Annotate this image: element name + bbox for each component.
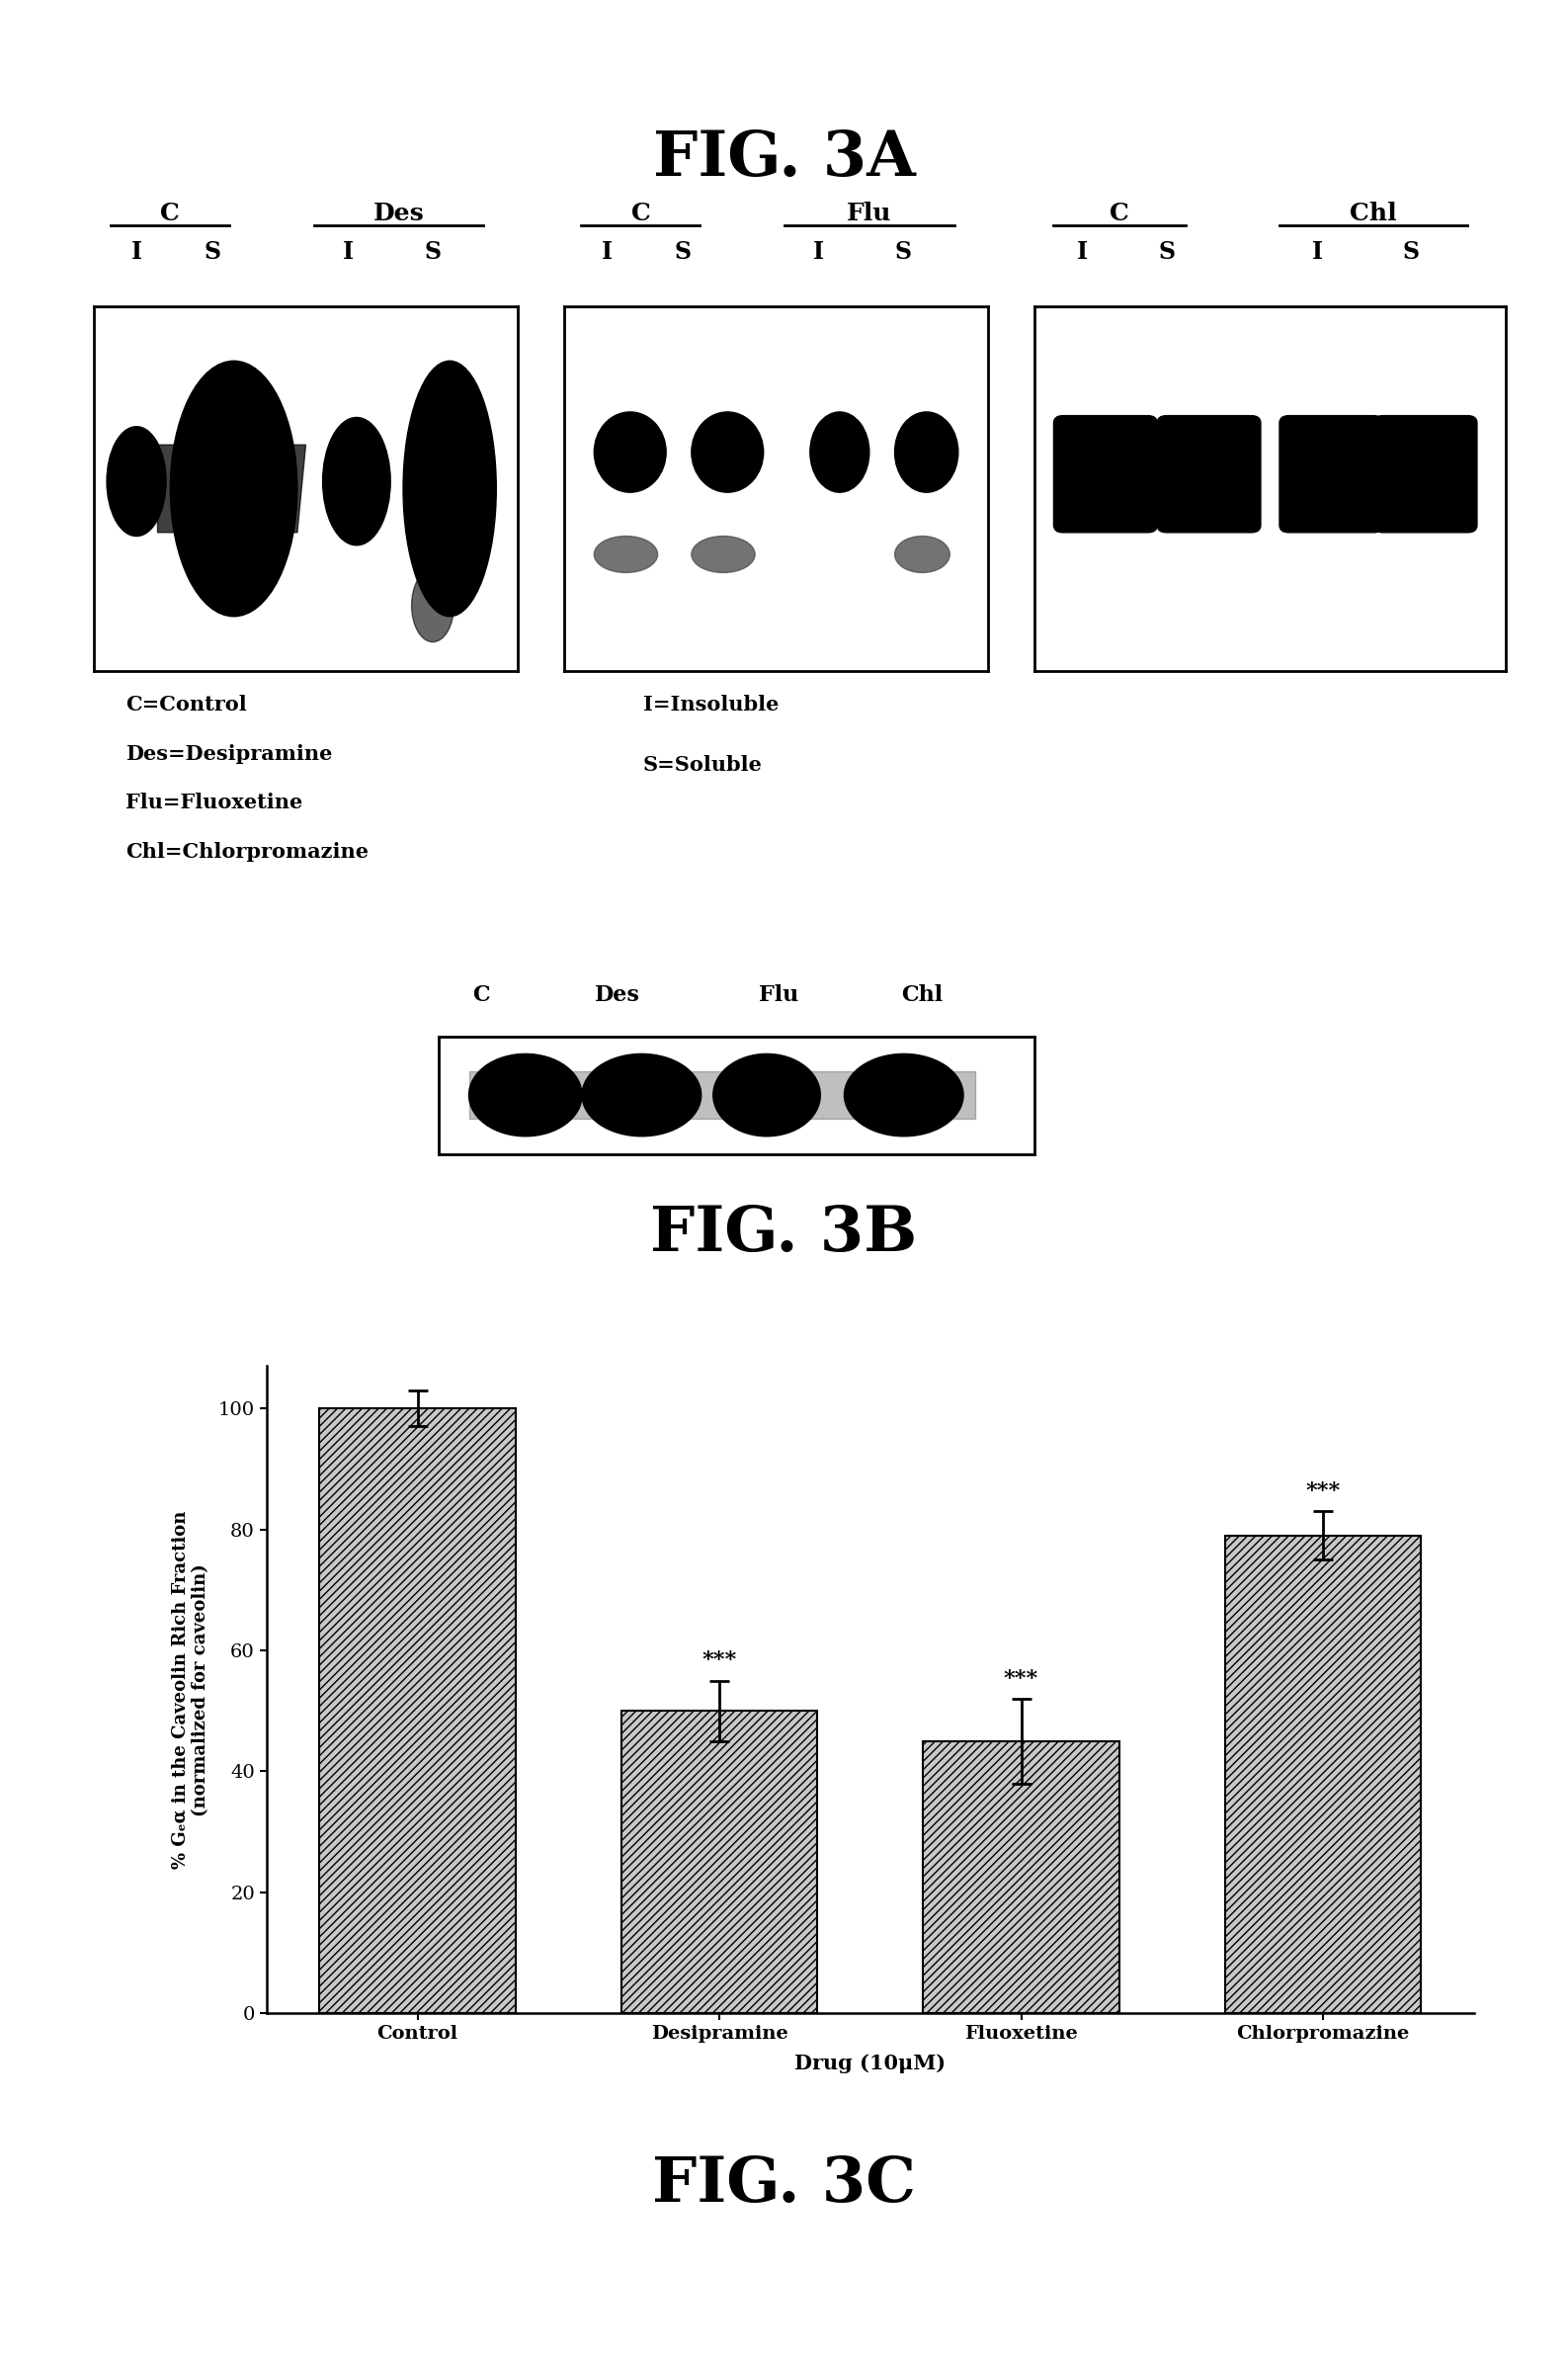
Ellipse shape: [844, 1055, 963, 1137]
Text: I=Insoluble: I=Insoluble: [643, 695, 779, 714]
Text: I: I: [342, 240, 354, 264]
Text: ***: ***: [1004, 1667, 1038, 1691]
X-axis label: Drug (10μM): Drug (10μM): [795, 2054, 946, 2075]
Text: C: C: [1110, 203, 1129, 226]
Text: Des: Des: [596, 984, 640, 1006]
Text: S: S: [1159, 240, 1174, 264]
Ellipse shape: [594, 537, 657, 572]
FancyBboxPatch shape: [1054, 414, 1157, 532]
Text: Des: Des: [373, 203, 425, 226]
Text: FIG. 3C: FIG. 3C: [652, 2155, 916, 2214]
Text: ***: ***: [702, 1651, 737, 1672]
Bar: [924, 1740, 1120, 2014]
Ellipse shape: [323, 417, 390, 546]
Ellipse shape: [469, 1055, 582, 1137]
Text: C=Control: C=Control: [125, 695, 246, 714]
Text: S: S: [425, 240, 441, 264]
Ellipse shape: [895, 412, 958, 492]
Text: S: S: [1403, 240, 1419, 264]
Bar: [1225, 1535, 1421, 2014]
Text: FIG. 3B: FIG. 3B: [651, 1203, 917, 1265]
Text: Flu=Fluoxetine: Flu=Fluoxetine: [125, 794, 303, 812]
Text: S: S: [895, 240, 911, 264]
Text: Flu: Flu: [759, 984, 798, 1006]
Text: I: I: [1076, 240, 1088, 264]
Ellipse shape: [403, 360, 495, 617]
Text: I: I: [130, 240, 143, 264]
Text: ***: ***: [1306, 1481, 1341, 1502]
Polygon shape: [469, 1072, 975, 1119]
Text: Chl: Chl: [1350, 203, 1397, 226]
Text: I: I: [812, 240, 825, 264]
Text: S: S: [204, 240, 221, 264]
Text: FIG. 3A: FIG. 3A: [652, 130, 916, 188]
Text: C: C: [472, 984, 489, 1006]
Ellipse shape: [811, 412, 869, 492]
Text: Chl: Chl: [902, 984, 942, 1006]
Text: S=Soluble: S=Soluble: [643, 756, 762, 775]
Ellipse shape: [594, 412, 666, 492]
Ellipse shape: [582, 1055, 701, 1137]
Ellipse shape: [691, 412, 764, 492]
Text: Flu: Flu: [847, 203, 892, 226]
Text: I: I: [1311, 240, 1323, 264]
Ellipse shape: [713, 1055, 820, 1137]
Text: Chl=Chlorpromazine: Chl=Chlorpromazine: [125, 841, 368, 862]
Text: C: C: [630, 203, 651, 226]
Polygon shape: [157, 445, 306, 532]
Text: C: C: [160, 203, 180, 226]
Bar: [621, 1710, 817, 2014]
Text: Des=Desipramine: Des=Desipramine: [125, 744, 332, 763]
FancyBboxPatch shape: [1279, 414, 1383, 532]
Ellipse shape: [411, 570, 455, 643]
Ellipse shape: [691, 537, 756, 572]
Text: I: I: [601, 240, 613, 264]
Bar: [320, 1408, 516, 2014]
Ellipse shape: [895, 537, 950, 572]
Text: S: S: [674, 240, 691, 264]
Ellipse shape: [171, 360, 298, 617]
FancyBboxPatch shape: [1374, 414, 1477, 532]
Ellipse shape: [107, 426, 166, 537]
Y-axis label: % Gₑα in the Caveolin Rich Fraction
(normalized for caveolin): % Gₑα in the Caveolin Rich Fraction (nor…: [171, 1510, 210, 1870]
FancyBboxPatch shape: [1157, 414, 1261, 532]
